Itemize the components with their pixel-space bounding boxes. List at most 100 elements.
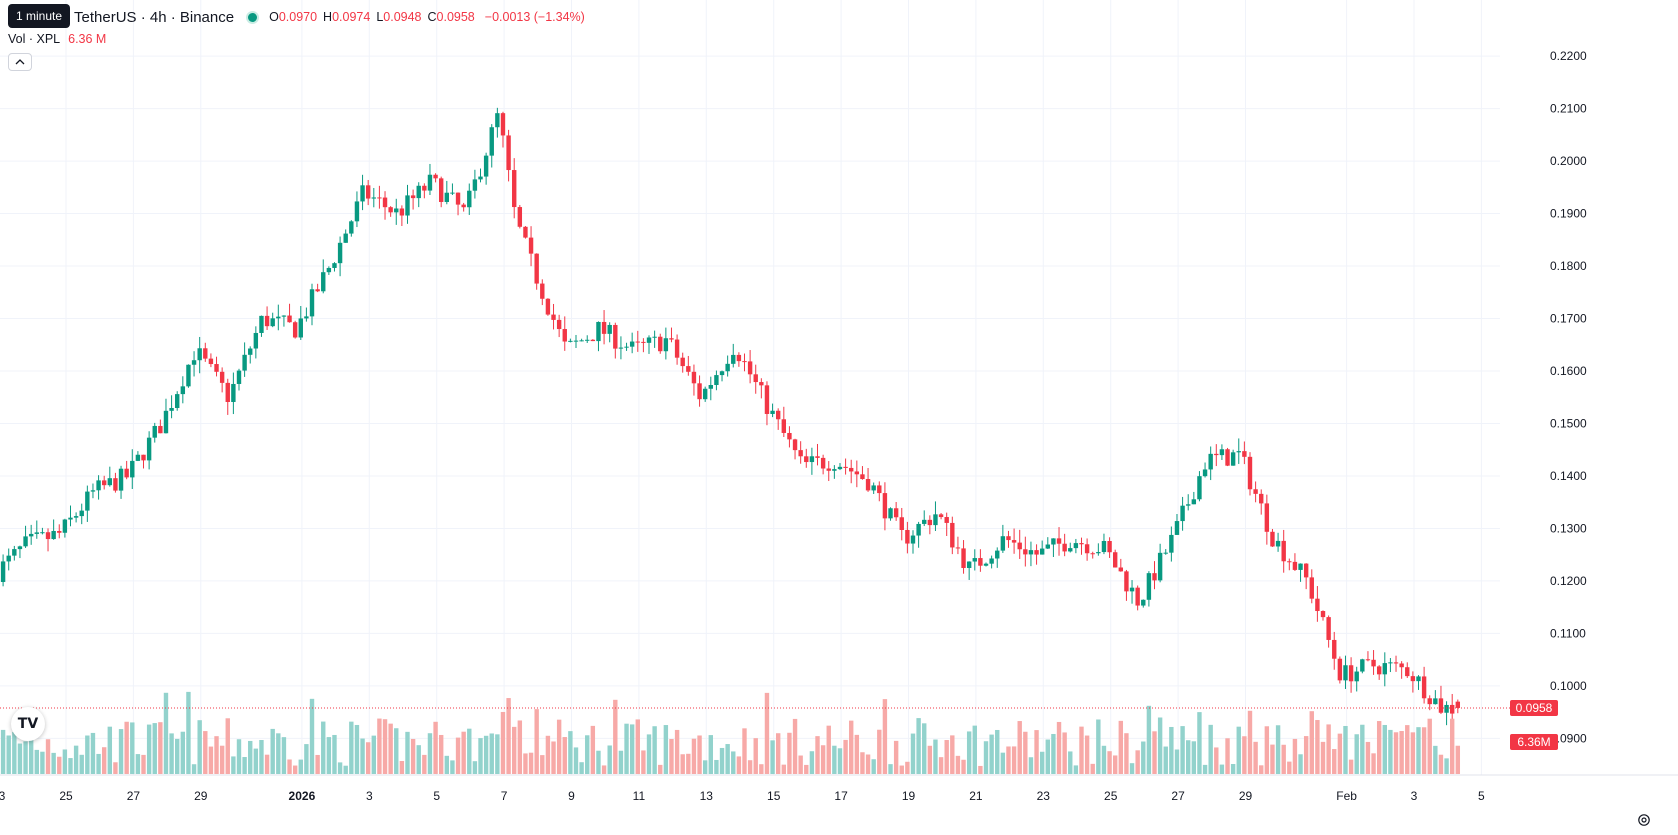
candle-body: [680, 357, 685, 367]
candle-body: [321, 272, 326, 292]
tradingview-logo-icon[interactable]: TV: [11, 707, 45, 741]
settings-icon[interactable]: [1635, 811, 1653, 829]
candle-body: [1388, 662, 1393, 664]
y-tick-label: 0.1300: [1550, 521, 1587, 535]
candle-body: [191, 360, 197, 365]
volume-bar: [590, 725, 596, 774]
volume-bar: [287, 759, 292, 774]
volume-bar: [343, 765, 348, 774]
volume-bar: [45, 739, 51, 774]
candle-body: [225, 382, 230, 403]
volume-bar: [820, 745, 826, 774]
candle-body: [1253, 489, 1258, 494]
volume-bar: [1225, 738, 1230, 774]
volume-bar: [798, 755, 803, 774]
candle-body: [236, 370, 242, 384]
candle-body: [135, 454, 141, 461]
volume-bar: [826, 725, 831, 774]
candle-body: [422, 185, 427, 191]
market-status-icon[interactable]: [246, 10, 260, 24]
volume-bar: [1141, 741, 1146, 774]
volume-bar: [1039, 751, 1045, 774]
candle-body: [6, 555, 11, 562]
candle-body: [989, 558, 994, 564]
candle-body: [34, 532, 39, 534]
volume-bar: [231, 756, 236, 774]
candle-body: [79, 510, 84, 517]
volume-bar: [1186, 740, 1191, 774]
candle-body: [483, 155, 489, 177]
volume-bar: [1315, 720, 1320, 774]
volume-bar: [483, 735, 489, 774]
candle-body: [517, 207, 523, 227]
volume-bar: [1028, 757, 1034, 774]
collapse-legend-button[interactable]: [8, 53, 32, 71]
candle-body: [674, 339, 680, 358]
candle-body: [1073, 543, 1079, 549]
volume-bar: [1096, 719, 1101, 774]
candle-body: [792, 439, 798, 451]
candle-body: [214, 364, 219, 372]
candle-body: [1135, 587, 1140, 606]
volume-bar: [944, 740, 949, 774]
candle-body: [1281, 540, 1286, 562]
volume-bar: [978, 765, 983, 774]
volume-bar: [107, 726, 113, 774]
candle-body: [1399, 663, 1404, 668]
candle-body: [725, 363, 730, 372]
volume-bar: [191, 764, 197, 774]
volume-bar: [1337, 733, 1343, 774]
volume-bar: [410, 738, 416, 774]
candle-body: [399, 208, 405, 216]
price-change: −0.0013 (−1.34%): [484, 10, 585, 24]
x-tick-label: 29: [1239, 789, 1253, 803]
volume-bar: [910, 733, 916, 774]
volume-bar: [669, 739, 674, 774]
volume-bar: [871, 759, 876, 774]
symbol-legend: TetherUS · 4h · Binance O0.0970 H0.0974 …: [8, 6, 585, 28]
volume-bar: [101, 747, 107, 774]
candle-body: [141, 454, 146, 461]
candle-body: [28, 533, 34, 537]
volume-bar: [1444, 758, 1449, 774]
candle-body: [326, 267, 332, 273]
volume-bar: [444, 755, 450, 774]
candle-body: [315, 289, 320, 292]
candle-body: [787, 432, 792, 440]
volume-bar: [562, 737, 567, 774]
volume-bar: [281, 737, 287, 774]
volume-bar: [1017, 721, 1022, 774]
volume-bar: [731, 751, 736, 774]
candle-body: [585, 339, 590, 341]
candle-body: [1197, 476, 1202, 500]
volume-bar: [523, 753, 528, 774]
candle-body: [708, 384, 713, 389]
volume-bar: [1242, 736, 1247, 774]
symbol-title[interactable]: TetherUS · 4h · Binance: [74, 8, 235, 26]
ohlc-low: L0.0948: [376, 10, 422, 24]
candle-body: [601, 321, 607, 334]
volume-bar: [877, 729, 882, 774]
volume-bar: [1264, 726, 1270, 774]
volume-bar: [1326, 724, 1331, 774]
candle-body: [382, 197, 388, 208]
candle-body: [882, 493, 888, 519]
y-tick-label: 0.1900: [1550, 207, 1587, 221]
volume-bar: [276, 733, 281, 774]
volume-bar: [17, 743, 23, 774]
volume-bar: [1034, 730, 1039, 774]
volume-bar: [1399, 731, 1404, 774]
candle-body: [1449, 704, 1455, 714]
volume-bar: [955, 755, 961, 774]
volume-bar: [1303, 736, 1309, 774]
candle-body: [90, 490, 96, 492]
candle-body: [899, 517, 904, 530]
candle-body: [337, 242, 343, 264]
candle-body: [1101, 540, 1107, 553]
candle-body: [568, 340, 573, 342]
volume-bar: [1281, 744, 1286, 774]
candle-body: [686, 366, 691, 372]
volume-label[interactable]: Vol · XPL: [8, 32, 61, 46]
